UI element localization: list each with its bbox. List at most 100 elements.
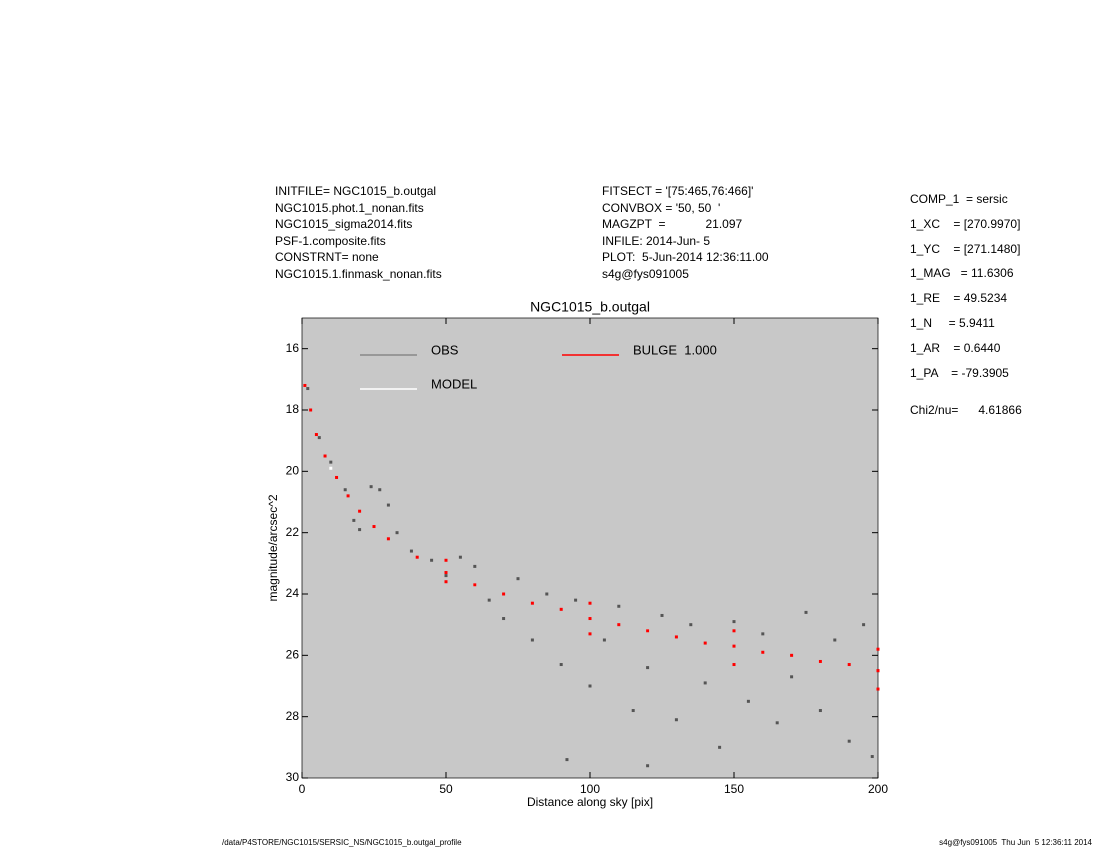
point — [306, 387, 310, 391]
point — [775, 721, 779, 725]
point — [689, 623, 693, 627]
point — [660, 613, 664, 617]
point — [372, 525, 376, 529]
header-line: 1_AR = 0.6440 — [910, 340, 1001, 355]
point — [395, 531, 399, 535]
header-left: INITFILE= NGC1015_b.outgal NGC1015.phot.1… — [275, 183, 442, 282]
point — [588, 684, 592, 688]
point — [588, 617, 592, 621]
point — [732, 629, 736, 633]
header-line: s4g@fys091005 — [602, 266, 689, 281]
point — [415, 555, 419, 559]
point — [386, 503, 390, 507]
point — [617, 623, 621, 627]
point — [444, 574, 448, 578]
x-axis-label: Distance along sky [pix] — [527, 795, 653, 809]
point — [818, 659, 822, 663]
point — [790, 675, 794, 679]
point — [386, 537, 390, 541]
point — [358, 528, 362, 532]
point — [646, 764, 650, 768]
point — [329, 466, 333, 470]
point — [732, 644, 736, 648]
point — [352, 518, 356, 522]
point — [870, 755, 874, 759]
point — [876, 647, 880, 651]
x-tick-label: 200 — [868, 782, 888, 796]
y-axis-label: magnitude/arcsec^2 — [266, 494, 280, 601]
point — [631, 709, 635, 713]
series — [303, 383, 880, 691]
point — [862, 623, 866, 627]
point — [317, 436, 321, 440]
point — [588, 632, 592, 636]
point — [602, 638, 606, 642]
point — [530, 638, 534, 642]
header-line: 1_XC = [270.9970] — [910, 216, 1021, 231]
point — [574, 598, 578, 602]
header-line: MAGZPT = 21.097 — [602, 217, 743, 231]
y-tick-label: 16 — [286, 341, 300, 355]
header-line: INFILE: 2014-Jun- 5 — [602, 233, 711, 248]
point — [646, 666, 650, 670]
point — [323, 454, 327, 458]
header-right: COMP_1 = sersic 1_XC = [270.9970] 1_YC = [… — [910, 191, 1020, 389]
point — [545, 592, 549, 596]
point — [559, 607, 563, 611]
point — [516, 577, 520, 581]
header-line: PLOT: 5-Jun-2014 12:36:11.00 — [602, 250, 769, 264]
point — [487, 598, 491, 602]
point — [746, 699, 750, 703]
point — [378, 488, 382, 492]
header-line: NGC1015_sigma2014.fits — [275, 217, 413, 231]
point — [444, 571, 448, 575]
point — [588, 601, 592, 605]
point — [502, 617, 506, 621]
point — [329, 460, 333, 464]
point — [303, 383, 307, 387]
point — [444, 558, 448, 562]
header-line: FITSECT = '[75:465,76:466]' — [602, 184, 754, 198]
point — [309, 408, 313, 412]
x-tick-label: 50 — [439, 782, 453, 796]
point — [790, 653, 794, 657]
header-line: 1_RE = 49.5234 — [910, 291, 1008, 306]
point — [458, 555, 462, 559]
point — [530, 601, 534, 605]
point — [732, 620, 736, 624]
chi2: Chi2/nu= 4.61866 — [910, 403, 1022, 417]
point — [761, 632, 765, 636]
header-line: INITFILE= NGC1015_b.outgal — [275, 184, 437, 198]
y-tick-label: 28 — [286, 709, 300, 723]
point — [703, 681, 707, 685]
x-tick-label: 0 — [299, 782, 306, 796]
legend-label: OBS — [431, 342, 459, 357]
x-tick-label: 100 — [580, 782, 600, 796]
point — [343, 488, 347, 492]
header-line: NGC1015.1.finmask_nonan.fits — [275, 266, 442, 281]
point — [818, 709, 822, 713]
header-line: 1_YC = [271.1480] — [910, 241, 1021, 256]
header-middle: FITSECT = '[75:465,76:466]' CONVBOX = '50… — [602, 183, 769, 282]
y-tick-label: 18 — [286, 402, 300, 416]
header-line: 1_MAG = 11.6306 — [910, 266, 1014, 281]
header-line: COMP_1 = sersic — [910, 192, 1008, 206]
point — [430, 558, 434, 562]
footer-left: /data/P4STORE/NGC1015/SERSIC_NS/NGC1015_… — [222, 838, 462, 847]
point — [559, 663, 563, 667]
point — [876, 687, 880, 691]
header-line: CONSTRNT= none — [275, 250, 379, 264]
point — [335, 475, 339, 479]
header-line: 1_PA = -79.3905 — [910, 365, 1009, 380]
footer-right: s4g@fys091005 Thu Jun 5 12:36:11 2014 — [939, 838, 1092, 847]
point — [847, 663, 851, 667]
point — [804, 610, 808, 614]
y-tick-label: 22 — [286, 525, 300, 539]
y-tick-label: 24 — [286, 586, 300, 600]
point — [565, 758, 569, 762]
y-tick-label: 20 — [286, 464, 300, 478]
header-line: CONVBOX = '50, 50 ' — [602, 200, 721, 215]
chart-title: NGC1015_b.outgal — [530, 299, 650, 315]
point — [833, 638, 837, 642]
